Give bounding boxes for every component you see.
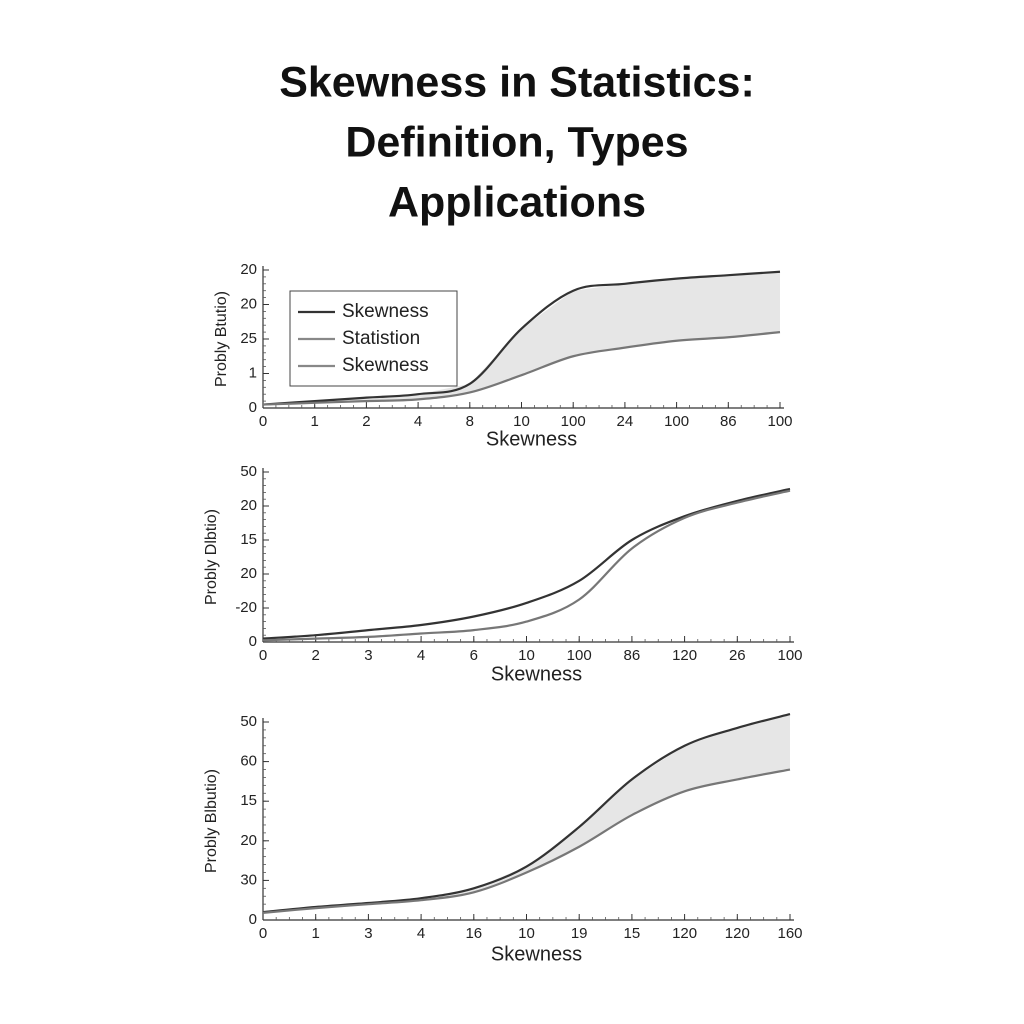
- y-tick-label: 0: [249, 911, 257, 928]
- title-line: Definition, Types: [345, 118, 688, 166]
- y-axis-title: Probly Btutio): [213, 291, 230, 387]
- legend-label: Skewness: [342, 355, 429, 376]
- x-tick-label: 16: [465, 925, 482, 942]
- x-tick-label: 100: [777, 647, 802, 664]
- series-line: [262, 487, 791, 640]
- x-tick-label: 86: [720, 413, 737, 430]
- x-tick-label: 4: [417, 925, 425, 942]
- x-tick-label: 10: [518, 925, 535, 942]
- y-tick-label: 0: [249, 399, 257, 416]
- x-axis-title: Skewness: [486, 428, 577, 450]
- legend-label: Statistion: [342, 328, 420, 349]
- x-tick-label: 86: [624, 647, 641, 664]
- x-tick-label: 3: [364, 925, 372, 942]
- y-tick-label: 20: [240, 832, 257, 849]
- series-line: [262, 489, 791, 642]
- y-tick-label: 0: [249, 633, 257, 650]
- y-tick-label: 25: [240, 330, 257, 347]
- band-fill: [263, 271, 780, 405]
- x-tick-label: 19: [571, 925, 588, 942]
- y-tick-label: 20: [240, 565, 257, 582]
- series-line: [262, 270, 781, 406]
- x-tick-label: 100: [567, 647, 592, 664]
- x-tick-label: 0: [259, 647, 267, 664]
- x-tick-label: 4: [417, 647, 425, 664]
- y-tick-label: 30: [240, 871, 257, 888]
- x-tick-label: 120: [672, 647, 697, 664]
- y-tick-label: 20: [240, 261, 257, 278]
- y-tick-label: 15: [240, 531, 257, 548]
- x-tick-label: 2: [312, 647, 320, 664]
- y-tick-label: 60: [240, 753, 257, 770]
- y-tick-label: 50: [240, 463, 257, 480]
- x-tick-label: 10: [513, 413, 530, 430]
- x-tick-label: 1: [312, 925, 320, 942]
- x-tick-label: 160: [777, 925, 802, 942]
- y-tick-label: 20: [240, 295, 257, 312]
- x-tick-label: 8: [466, 413, 474, 430]
- x-tick-label: 1: [311, 413, 319, 430]
- title-line: Skewness in Statistics:: [279, 58, 755, 106]
- x-tick-label: 120: [672, 925, 697, 942]
- y-tick-label: 20: [240, 497, 257, 514]
- x-tick-label: 3: [364, 647, 372, 664]
- y-tick-label: 1: [249, 364, 257, 381]
- x-tick-label: 6: [470, 647, 478, 664]
- x-tick-label: 0: [259, 925, 267, 942]
- y-tick-label: 50: [240, 713, 257, 730]
- legend-label: Skewness: [342, 301, 429, 322]
- y-axis-title: Probly Dlbtio): [203, 509, 220, 605]
- y-tick-label: -20: [235, 599, 257, 616]
- band-fill: [263, 714, 790, 913]
- series-line: [262, 768, 791, 914]
- x-tick-label: 26: [729, 647, 746, 664]
- x-axis-title: Skewness: [491, 943, 582, 965]
- x-tick-label: 4: [414, 413, 422, 430]
- y-axis-title: Probly Blbutio): [203, 769, 220, 873]
- x-tick-label: 100: [561, 413, 586, 430]
- title-line: Applications: [388, 178, 646, 226]
- x-tick-label: 15: [624, 925, 641, 942]
- x-axis-title: Skewness: [491, 663, 582, 685]
- series-line: [262, 331, 781, 406]
- x-tick-label: 100: [767, 413, 792, 430]
- x-tick-label: 2: [362, 413, 370, 430]
- x-tick-label: 10: [518, 647, 535, 664]
- series-line: [262, 713, 791, 914]
- y-tick-label: 15: [240, 792, 257, 809]
- x-tick-label: 120: [725, 925, 750, 942]
- x-tick-label: 100: [664, 413, 689, 430]
- x-tick-label: 0: [259, 413, 267, 430]
- x-tick-label: 24: [617, 413, 634, 430]
